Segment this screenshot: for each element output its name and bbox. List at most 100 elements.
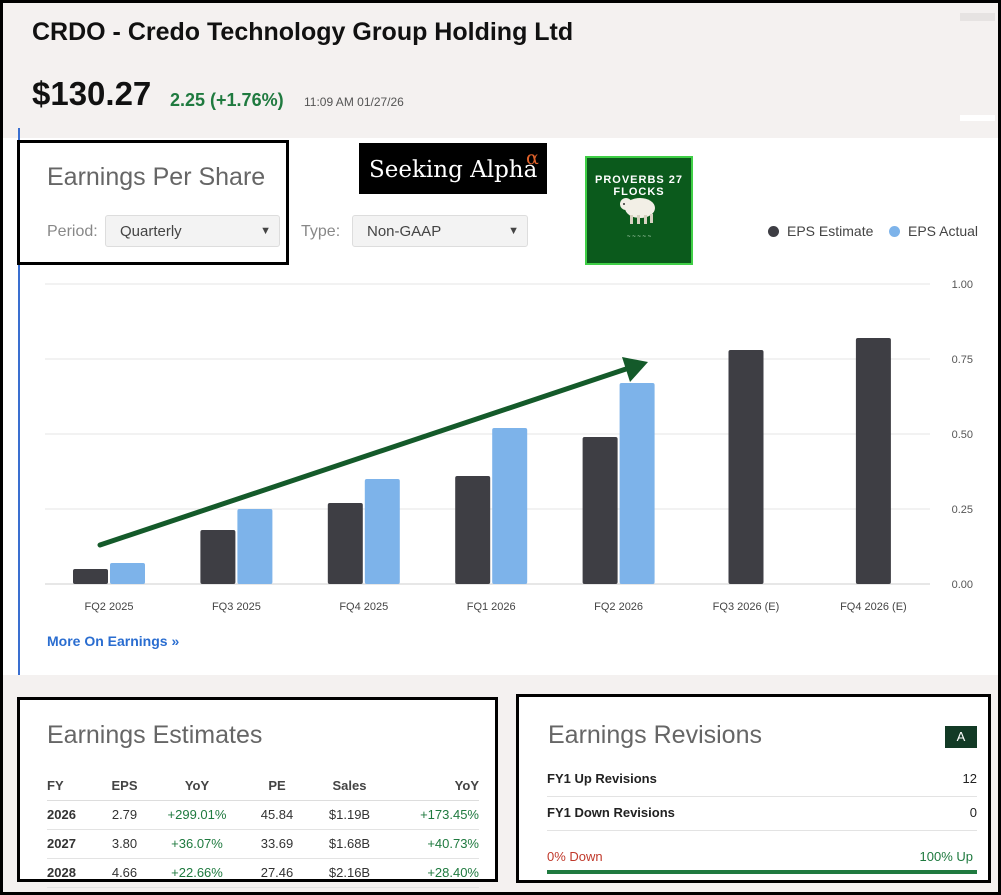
- trend-arrow-line: [97, 366, 629, 548]
- estimates-header-row: FY EPS YoY PE Sales YoY: [47, 772, 479, 801]
- revisions-title: Earnings Revisions: [548, 721, 762, 749]
- bar-eps-actual: [110, 563, 145, 584]
- proverbs-flocks-logo: PROVERBS 27 FLOCKS ~ ~ ~ ~ ~: [585, 156, 693, 265]
- estimates-title: Earnings Estimates: [47, 721, 263, 749]
- x-tick-label: FQ2 2026: [594, 601, 643, 613]
- revisions-progress-fill: [547, 870, 977, 874]
- bar-eps-estimate: [455, 476, 491, 584]
- cell-yoy: +36.07%: [152, 829, 242, 859]
- section-accent-line: [18, 128, 20, 678]
- x-tick-label: FQ2 2025: [85, 601, 134, 613]
- bar-eps-estimate: [855, 338, 891, 584]
- quote-header: [3, 3, 998, 138]
- bar-eps-estimate: [73, 569, 108, 584]
- y-tick-label: 0.75: [952, 354, 973, 366]
- legend-dot-actual: [889, 226, 900, 237]
- cell-sales: $1.68B: [312, 829, 387, 859]
- stock-price: $130.27: [32, 75, 152, 112]
- col-pe: PE: [242, 772, 312, 801]
- bar-eps-actual: [619, 383, 655, 584]
- up-revisions-value: 12: [962, 771, 977, 786]
- seeking-alpha-logo: Seeking Alpha α: [359, 143, 547, 194]
- down-revisions-value: 0: [969, 805, 977, 820]
- earnings-estimates-card: Earnings Estimates FY EPS YoY PE Sales Y…: [17, 697, 498, 888]
- sheep-icon: [620, 198, 655, 224]
- percent-up-label: 100% Up: [919, 849, 973, 864]
- down-revisions-row: FY1 Down Revisions 0: [547, 797, 977, 831]
- bar-eps-actual: [492, 428, 528, 584]
- cell-yoy: +299.01%: [152, 800, 242, 830]
- table-row: 2027 3.80 +36.07% 33.69 $1.68B +40.73%: [47, 829, 479, 859]
- period-label: Period:: [47, 223, 98, 240]
- legend-eps-estimate[interactable]: EPS Estimate: [768, 223, 873, 239]
- bar-eps-actual: [364, 479, 400, 584]
- cell-pe: 33.69: [242, 829, 312, 859]
- legend-eps-actual[interactable]: EPS Actual: [889, 223, 978, 239]
- col-sales: Sales: [312, 772, 387, 801]
- header-tab: [960, 13, 995, 21]
- cell-eps: 2.79: [97, 800, 152, 830]
- stock-title: CRDO - Credo Technology Group Holding Lt…: [32, 18, 574, 46]
- y-tick-label: 0.00: [952, 579, 973, 591]
- legend-actual-label: EPS Actual: [908, 223, 979, 239]
- table-row: 2026 2.79 +299.01% 45.84 $1.19B +173.45%: [47, 800, 479, 830]
- y-tick-label: 0.50: [952, 429, 973, 441]
- x-tick-label: FQ4 2025: [339, 601, 388, 613]
- table-row: 2028 4.66 +22.66% 27.46 $2.16B +28.40%: [47, 858, 479, 888]
- cell-yoy: +22.66%: [152, 858, 242, 888]
- period-select[interactable]: Quarterly ▼: [105, 215, 280, 247]
- bar-eps-estimate: [728, 350, 764, 584]
- period-select-value: Quarterly: [120, 223, 182, 240]
- seeking-alpha-wordmark: Seeking Alpha: [369, 157, 538, 183]
- cell-sales: $1.19B: [312, 800, 387, 830]
- trend-arrow-head: [622, 357, 648, 382]
- chevron-down-icon: ▼: [508, 225, 519, 237]
- legend-estimate-label: EPS Estimate: [787, 223, 874, 239]
- eps-section-title: Earnings Per Share: [47, 163, 266, 191]
- col-fy: FY: [47, 772, 97, 801]
- quote-timestamp: 11:09 AM 01/27/26: [304, 95, 404, 109]
- revisions-grade-badge[interactable]: A: [945, 726, 977, 748]
- type-label: Type:: [301, 223, 341, 240]
- bar-eps-estimate: [327, 503, 363, 584]
- header-tab-lower: [960, 115, 995, 121]
- bar-eps-estimate: [200, 530, 236, 584]
- more-on-earnings-link[interactable]: More On Earnings »: [47, 633, 180, 649]
- chevron-down-icon: ▼: [260, 225, 271, 237]
- cell-sales-yoy: +40.73%: [387, 829, 479, 859]
- type-select-value: Non-GAAP: [367, 223, 442, 240]
- x-tick-label: FQ3 2025: [212, 601, 261, 613]
- cell-pe: 45.84: [242, 800, 312, 830]
- x-tick-label: FQ4 2026 (E): [840, 601, 907, 613]
- cell-fy: 2026: [47, 800, 97, 830]
- cell-sales: $2.16B: [312, 858, 387, 888]
- price-change: 2.25 (+1.76%): [170, 90, 284, 110]
- bar-eps-estimate: [582, 437, 618, 584]
- y-tick-label: 0.25: [952, 504, 973, 516]
- proverbs-logo-subtext: ~ ~ ~ ~ ~: [626, 234, 652, 240]
- cell-pe: 27.46: [242, 858, 312, 888]
- col-yoy: YoY: [152, 772, 242, 801]
- y-tick-label: 1.00: [952, 279, 973, 291]
- up-revisions-label: FY1 Up Revisions: [547, 771, 657, 786]
- cell-eps: 4.66: [97, 858, 152, 888]
- col-sales-yoy: YoY: [387, 772, 479, 801]
- cell-fy: 2027: [47, 829, 97, 859]
- earnings-revisions-card: Earnings Revisions A FY1 Up Revisions 12…: [516, 694, 991, 883]
- alpha-mark: α: [526, 147, 539, 169]
- x-tick-label: FQ1 2026: [467, 601, 516, 613]
- up-revisions-row: FY1 Up Revisions 12: [547, 763, 977, 797]
- proverbs-logo-text: PROVERBS 27 FLOCKS: [594, 174, 684, 198]
- legend-dot-estimate: [768, 226, 779, 237]
- cell-sales-yoy: +173.45%: [387, 800, 479, 830]
- cell-fy: 2028: [47, 858, 97, 888]
- col-eps: EPS: [97, 772, 152, 801]
- down-revisions-label: FY1 Down Revisions: [547, 805, 675, 820]
- percent-down-label: 0% Down: [547, 849, 603, 864]
- cell-sales-yoy: +28.40%: [387, 858, 479, 888]
- revisions-progress-bar: [547, 870, 977, 874]
- bar-eps-actual: [237, 509, 273, 584]
- type-select[interactable]: Non-GAAP ▼: [352, 215, 528, 247]
